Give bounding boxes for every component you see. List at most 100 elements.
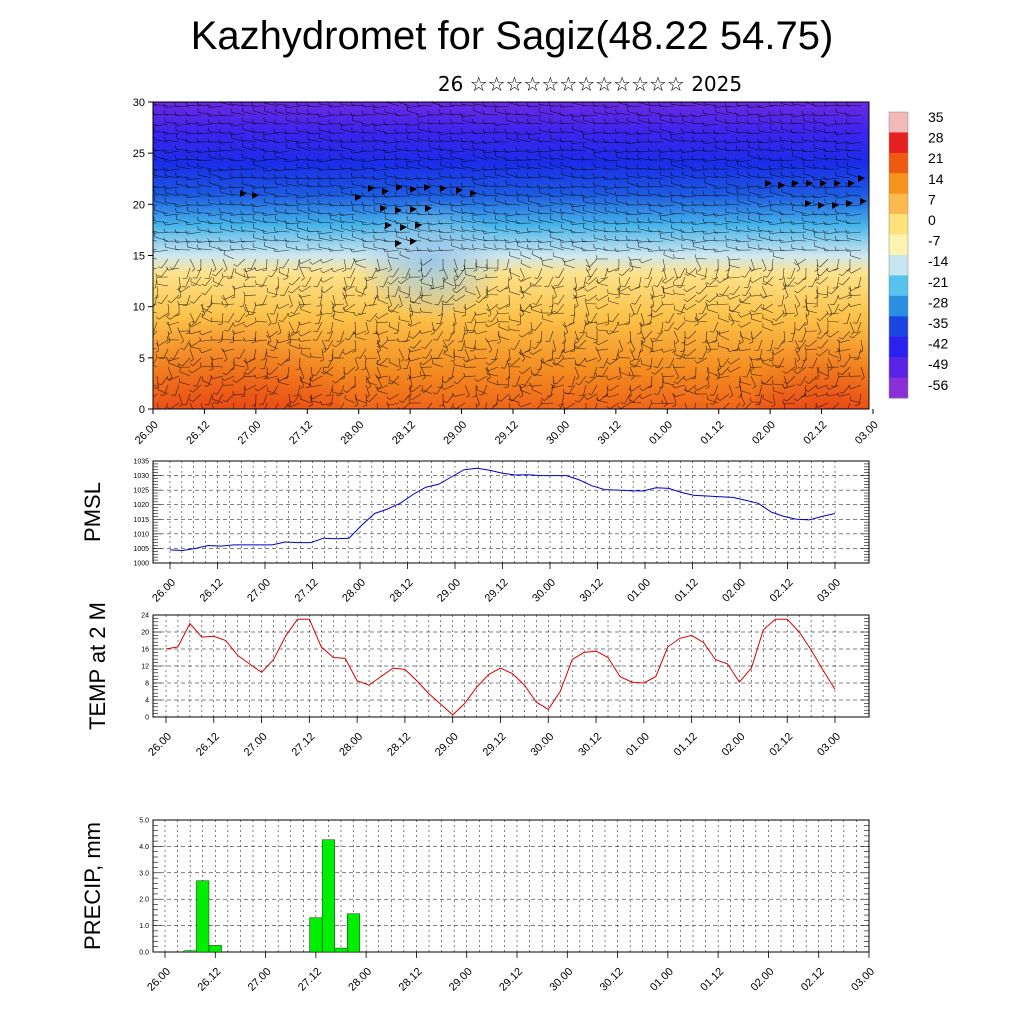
wind-barb xyxy=(198,174,213,179)
wind-barb xyxy=(418,129,433,134)
wind-barb xyxy=(571,190,573,195)
wind-barb xyxy=(661,348,664,353)
wind-barb xyxy=(657,357,664,368)
wind-barb xyxy=(510,348,515,350)
wind-barb xyxy=(636,238,639,243)
wind-barb xyxy=(320,269,324,274)
wind-barb xyxy=(375,374,378,378)
wind-barb xyxy=(594,166,609,170)
wind-barb xyxy=(814,213,829,216)
wind-barb xyxy=(394,228,397,233)
wind-barb xyxy=(561,131,576,134)
wind-barb xyxy=(727,274,730,279)
wind-barb xyxy=(153,159,158,161)
wind-barb xyxy=(286,204,301,206)
wind-barb xyxy=(582,414,586,415)
wind-barb xyxy=(273,128,276,133)
wind-barb xyxy=(264,213,279,216)
wind-barb xyxy=(847,156,862,161)
wind-barb xyxy=(298,260,302,264)
wind-barb xyxy=(638,119,653,125)
wind-barb xyxy=(462,166,477,170)
wind-barb xyxy=(792,239,807,242)
wind-barb xyxy=(636,182,639,187)
wind-barb xyxy=(408,389,413,393)
wind-barb xyxy=(333,267,345,273)
wind-barb xyxy=(526,118,529,123)
wind-barb xyxy=(594,176,609,179)
wind-barb xyxy=(475,402,478,409)
wind-barb xyxy=(691,113,694,118)
wind-barb xyxy=(574,305,579,308)
wind-barb xyxy=(751,318,763,323)
wind-barb xyxy=(339,211,342,216)
wind-barb xyxy=(473,237,488,242)
wind-barb xyxy=(220,102,235,107)
wind-barb xyxy=(207,192,210,197)
wind-barb xyxy=(595,341,599,346)
wind-barb xyxy=(434,303,439,306)
wind-barb xyxy=(231,186,246,189)
wind-barb xyxy=(209,173,224,179)
wind-barb xyxy=(292,276,301,286)
wind-barb xyxy=(377,330,389,336)
wind-barb xyxy=(574,366,580,378)
wind-barb xyxy=(452,406,456,409)
wind-barb xyxy=(625,200,628,205)
wind-barb xyxy=(593,366,598,378)
wind-barb xyxy=(797,393,807,402)
wind-barb xyxy=(393,332,398,334)
wind-barb xyxy=(440,213,455,215)
wind-barb xyxy=(462,229,477,233)
wind-barb xyxy=(836,111,851,116)
wind-barb xyxy=(388,402,400,406)
wind-barb xyxy=(385,167,400,170)
wind-barb xyxy=(163,130,166,135)
wind-barb xyxy=(715,176,730,179)
wind-barb xyxy=(814,245,829,251)
wind-barb xyxy=(267,291,279,296)
wind-barb xyxy=(768,146,771,151)
wind-barb xyxy=(427,237,430,242)
wind-barb xyxy=(792,195,807,198)
wind-barb xyxy=(825,140,840,143)
wind-barb xyxy=(725,235,727,240)
wind-pennant xyxy=(832,202,839,209)
wind-barb xyxy=(251,404,256,407)
wind-barb xyxy=(218,184,221,189)
wind-barb xyxy=(231,296,236,299)
wind-barb xyxy=(388,361,400,368)
wind-pennant xyxy=(440,185,447,192)
wind-barb xyxy=(584,288,588,292)
wind-barb xyxy=(473,202,488,206)
wind-barb xyxy=(812,228,815,233)
wind-barb xyxy=(273,120,276,125)
wind-barb xyxy=(470,312,477,324)
wind-barb xyxy=(450,359,455,362)
wind-barb xyxy=(495,228,510,233)
wind-barb xyxy=(713,129,716,134)
wind-barb xyxy=(617,322,620,326)
wind-barb xyxy=(153,213,158,215)
wind-barb xyxy=(178,330,184,342)
wind-barb xyxy=(198,112,213,116)
wind-barb xyxy=(831,402,840,409)
colorbar-swatch xyxy=(889,132,908,154)
wind-barb xyxy=(515,375,521,387)
wind-pennant xyxy=(380,205,387,212)
wind-barb xyxy=(299,357,301,370)
wind-barb xyxy=(848,303,851,307)
section-xtick-label: 30.00 xyxy=(544,419,572,447)
wind-barb xyxy=(752,276,763,283)
wind-barb xyxy=(254,402,257,409)
wind-barb xyxy=(484,246,499,251)
wind-barb xyxy=(267,275,272,278)
wind-barb xyxy=(405,103,408,108)
wind-barb xyxy=(671,236,686,242)
wind-barb xyxy=(440,105,455,108)
wind-barb xyxy=(602,366,609,377)
wind-barb xyxy=(273,199,276,205)
wind-barb xyxy=(198,166,213,170)
wind-barb xyxy=(412,384,422,393)
wind-barb xyxy=(770,192,785,197)
